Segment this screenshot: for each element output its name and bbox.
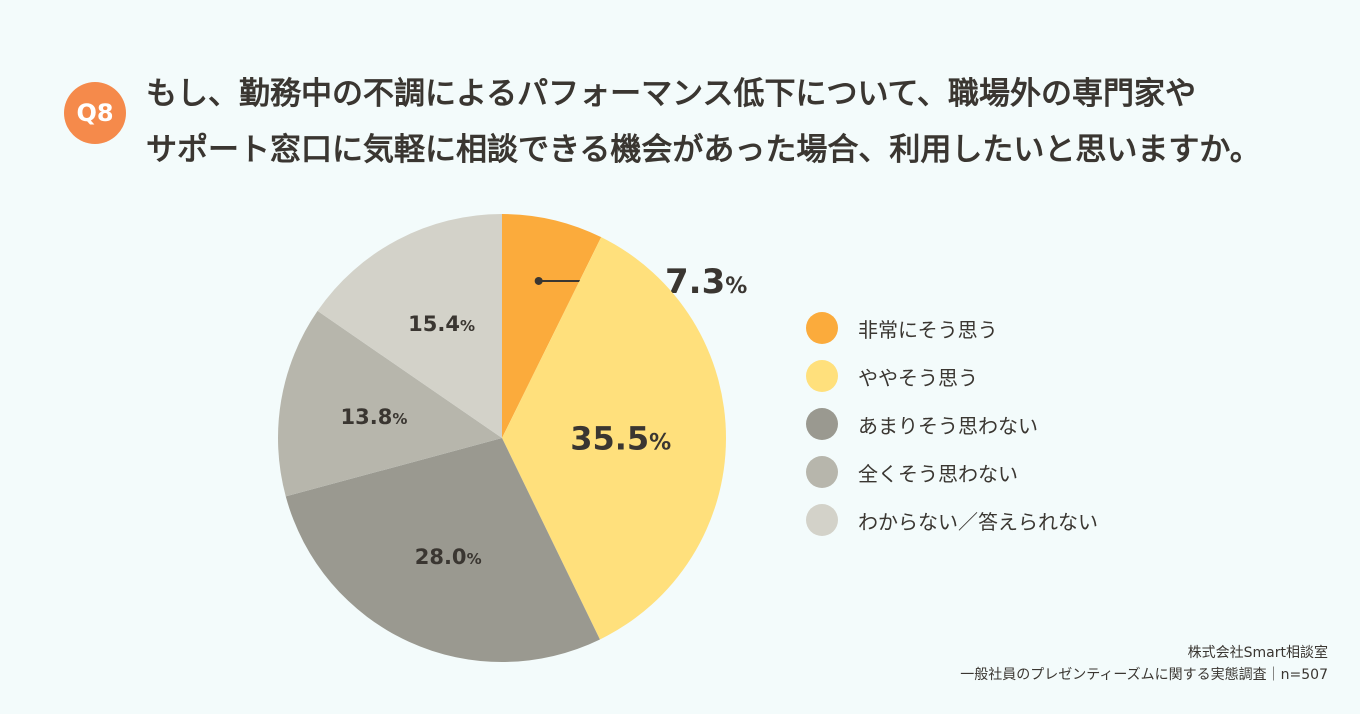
legend-label: わからない／答えられない: [858, 509, 1098, 534]
pie-data-label: 15.4%: [408, 312, 475, 336]
pie-slice: [502, 214, 602, 438]
title-line-2: サポート窓口に気軽に相談できる機会があった場合、利用したいと思いますか。: [146, 132, 1261, 168]
legend-item: ややそう思う: [806, 352, 1098, 400]
legend-label: ややそう思う: [858, 365, 978, 390]
legend-label: 非常にそう思う: [858, 317, 998, 342]
pie-slice: [317, 214, 502, 438]
source-note: 株式会社Smart相談室 一般社員のプレゼンティーズムに関する実態調査｜n=50…: [960, 642, 1328, 686]
pie-slice: [285, 438, 600, 662]
pie-data-label: 13.8%: [341, 405, 408, 429]
legend-swatch: [806, 456, 838, 488]
leader-dot: [534, 276, 543, 285]
chart-title: もし、勤務中の不調によるパフォーマンス低下について、職場外の専門家や サポート窓…: [146, 66, 1326, 178]
source-company: 株式会社Smart相談室: [1187, 645, 1328, 661]
legend-label: あまりそう思わない: [858, 413, 1038, 438]
chart-legend: 非常にそう思う ややそう思う あまりそう思わない 全くそう思わない わからない／…: [806, 304, 1098, 544]
pie-data-label: 7.3%: [665, 262, 747, 302]
legend-item: 非常にそう思う: [806, 304, 1098, 352]
legend-swatch: [806, 408, 838, 440]
pie-slice: [278, 310, 502, 497]
title-line-1: もし、勤務中の不調によるパフォーマンス低下について、職場外の専門家や: [146, 76, 1196, 112]
legend-label: 全くそう思わない: [858, 461, 1018, 486]
legend-item: あまりそう思わない: [806, 400, 1098, 448]
legend-item: わからない／答えられない: [806, 496, 1098, 544]
legend-swatch: [806, 360, 838, 392]
legend-item: 全くそう思わない: [806, 448, 1098, 496]
question-number-badge: Q8: [64, 82, 126, 144]
legend-swatch: [806, 504, 838, 536]
pie-slice: [502, 237, 726, 640]
pie-data-label: 28.0%: [415, 545, 482, 569]
pie-data-label: 35.5%: [570, 419, 671, 457]
legend-swatch: [806, 312, 838, 344]
source-survey: 一般社員のプレゼンティーズムに関する実態調査｜n=507: [960, 667, 1328, 683]
